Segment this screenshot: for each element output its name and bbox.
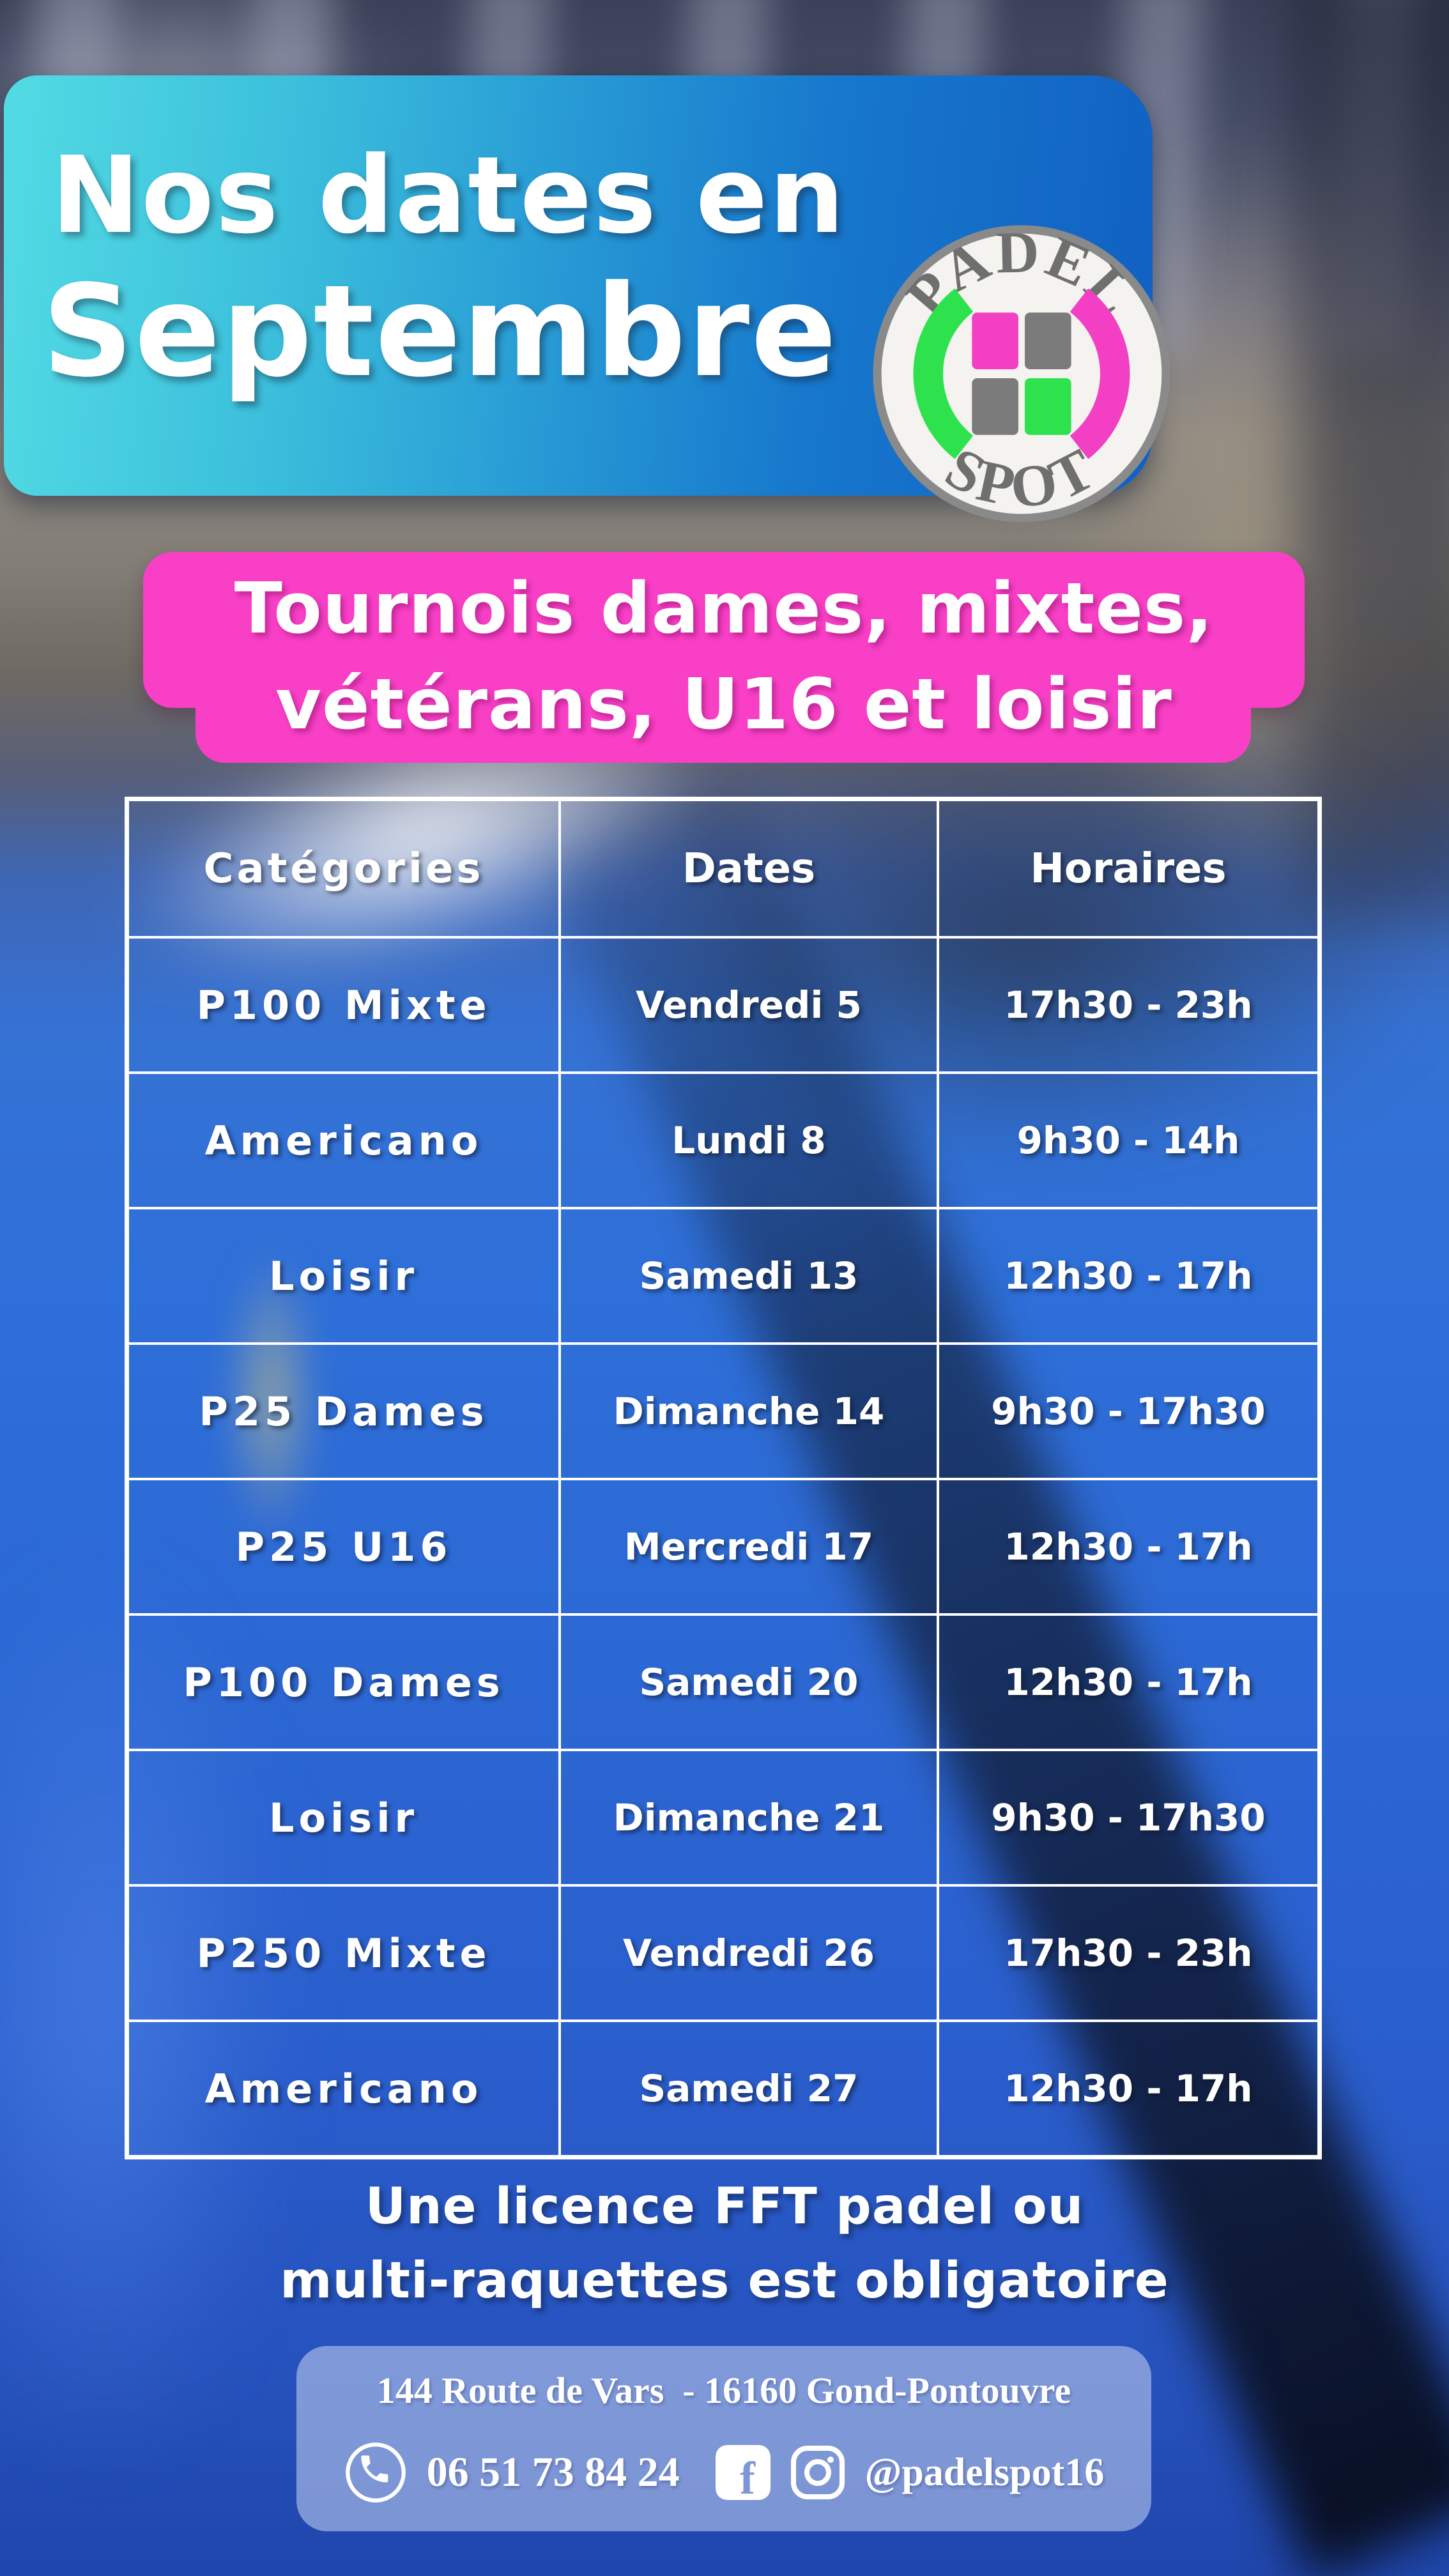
license-notice: Une licence FFT padel ou multi-raquettes… <box>0 2170 1449 2318</box>
address-text: 144 Route de Vars - 16160 Gond-Pontouvre <box>376 2370 1071 2411</box>
contact-row: 06 51 73 84 24 f @padelspot16 <box>296 2428 1151 2517</box>
schedule-table: Catégories Dates Horaires P100 Mixte Ven… <box>125 797 1322 2159</box>
time-cell: 12h30 - 17h <box>938 2021 1319 2156</box>
category-cell: Americano <box>128 2021 560 2156</box>
phone-number: 06 51 73 84 24 <box>426 2449 680 2496</box>
date-cell: Mercredi 17 <box>560 1479 938 1614</box>
padel-spot-logo: PADEL SPOT <box>873 222 1170 523</box>
phone-icon <box>345 2442 406 2503</box>
date-cell: Dimanche 21 <box>560 1750 938 1885</box>
category-cell: Americano <box>128 1073 560 1208</box>
category-cell: Loisir <box>128 1750 560 1885</box>
time-cell: 12h30 - 17h <box>938 1208 1319 1344</box>
category-banner-lower <box>195 647 1251 763</box>
time-cell: 12h30 - 17h <box>938 1614 1319 1750</box>
date-cell: Dimanche 14 <box>560 1344 938 1479</box>
license-notice-line1: Une licence FFT padel ou <box>365 2178 1084 2235</box>
license-notice-line2: multi-raquettes est obligatoire <box>280 2252 1169 2310</box>
time-cell: 12h30 - 17h <box>938 1479 1319 1614</box>
facebook-icon: f <box>715 2445 770 2500</box>
header-cell-categories: Catégories <box>128 800 560 937</box>
time-cell: 9h30 - 17h30 <box>938 1750 1319 1885</box>
category-banner-line2: vétérans, U16 et loisir <box>275 663 1172 745</box>
time-cell: 17h30 - 23h <box>938 937 1319 1073</box>
category-cell: P100 Mixte <box>128 937 560 1073</box>
background-bottomleft-glow <box>0 1565 281 2460</box>
date-cell: Samedi 13 <box>560 1208 938 1344</box>
page-title-line1: Nos dates en <box>51 134 846 257</box>
header-cell-dates: Dates <box>560 800 938 937</box>
category-cell: P25 Dames <box>128 1344 560 1479</box>
time-cell: 9h30 - 14h <box>938 1073 1319 1208</box>
time-cell: 17h30 - 23h <box>938 1885 1319 2021</box>
instagram-icon <box>790 2446 845 2499</box>
page-title-line2: Septembre <box>42 257 838 405</box>
category-cell: P100 Dames <box>128 1614 560 1750</box>
time-cell: 9h30 - 17h30 <box>938 1344 1319 1479</box>
category-cell: P250 Mixte <box>128 1885 560 2021</box>
contact-card: 144 Route de Vars - 16160 Gond-Pontouvre… <box>296 2346 1151 2531</box>
instagram-handle: @padelspot16 <box>864 2450 1105 2494</box>
date-cell: Vendredi 26 <box>560 1885 938 2021</box>
date-cell: Lundi 8 <box>560 1073 938 1208</box>
date-cell: Samedi 20 <box>560 1614 938 1750</box>
background-yellow-blob <box>224 1246 319 1546</box>
header-cell-horaires: Horaires <box>938 800 1319 937</box>
date-cell: Samedi 27 <box>560 2021 938 2156</box>
category-cell: Loisir <box>128 1208 560 1344</box>
category-cell: P25 U16 <box>128 1479 560 1614</box>
date-cell: Vendredi 5 <box>560 937 938 1073</box>
logo-ball-graphic <box>913 288 1130 459</box>
header-banner: Nos dates en Septembre PADEL SPOT <box>4 75 1170 523</box>
category-banner-line1: Tournois dames, mixtes, <box>234 567 1214 649</box>
